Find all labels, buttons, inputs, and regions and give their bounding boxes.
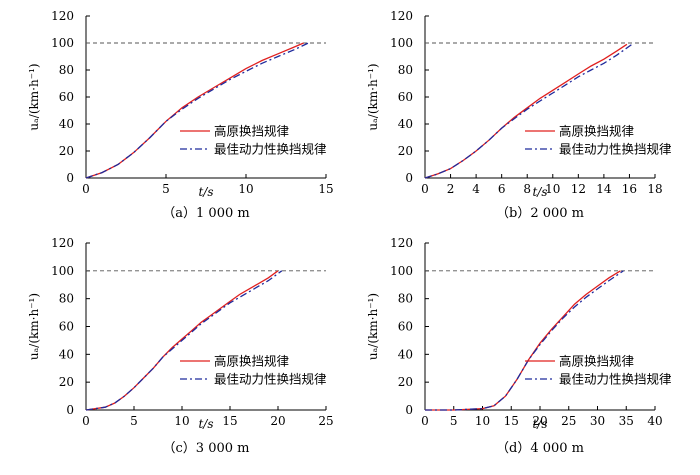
x-axis-label: t/s [532,417,547,431]
x-tick-label: 20 [532,414,547,428]
x-tick-label: 30 [590,414,605,428]
x-tick-label: 18 [647,182,662,196]
y-tick-label: 120 [390,9,413,23]
x-tick-label: 15 [318,182,333,196]
x-tick-label: 15 [504,414,519,428]
y-tick-label: 0 [66,171,74,185]
series-line-gaoyuan [424,43,628,179]
chart-panel-2: 0 2 4 6 8 10 12 14 16 18 0 20 40 60 80 100 120 高原换挡规律最佳动力… [366,9,672,221]
y-tick-label: 100 [390,264,413,278]
legend-label: 最佳动力性换挡规律 [559,142,672,157]
y-tick-label: 80 [59,63,74,77]
x-axis-label: t/s [198,185,213,199]
x-tick-label: 12 [571,182,586,196]
y-tick-label: 20 [398,144,413,158]
x-tick-label: 5 [162,182,170,196]
x-tick-label: 0 [82,414,90,428]
y-tick-label: 60 [59,320,74,334]
series-line-gaoyuan [85,270,279,411]
x-tick-label: 14 [596,182,612,196]
x-tick-label: 10 [174,414,189,428]
x-tick-label: 0 [82,182,90,196]
chart-panel-4: 0 5 10 15 20 25 30 35 40 0 20 40 60 80 100 120 高原换挡规律最佳动… [366,236,672,456]
y-tick-label: 20 [59,144,74,158]
x-tick-label: 40 [647,414,662,428]
panel-caption: （b）2 000 m [496,206,584,221]
series-line-optimal [85,42,309,179]
panel-caption: （d）4 000 m [496,441,584,456]
y-tick-label: 80 [398,292,413,306]
legend-label: 最佳动力性换挡规律 [214,372,327,387]
legend-label: 高原换挡规律 [559,354,634,369]
y-tick-label: 120 [51,9,74,23]
panel-caption: （a）1 000 m [162,206,249,221]
x-tick-label: 0 [421,182,429,196]
y-tick-label: 120 [51,236,74,250]
y-tick-label: 120 [390,236,413,250]
x-tick-label: 4 [472,182,480,196]
y-axis-label: uₐ/(km·h⁻¹) [366,63,380,130]
x-tick-label: 10 [238,182,253,196]
x-tick-label: 10 [475,414,490,428]
series-line-gaoyuan [85,42,304,179]
x-tick-label: 6 [498,182,506,196]
legend-label: 最佳动力性换挡规律 [559,372,672,387]
y-axis-label: uₐ/(km·h⁻¹) [27,293,41,360]
x-tick-label: 16 [622,182,637,196]
y-tick-label: 40 [398,347,413,361]
x-axis-label: t/s [198,417,213,431]
y-tick-label: 20 [59,375,74,389]
legend-label: 高原换挡规律 [559,124,634,139]
x-tick-label: 0 [421,414,429,428]
y-tick-label: 80 [59,292,74,306]
legend-label: 高原换挡规律 [214,354,289,369]
y-axis-label: uₐ/(km·h⁻¹) [27,63,41,130]
y-tick-label: 100 [51,264,74,278]
y-tick-label: 100 [51,36,74,50]
series-line-gaoyuan [425,270,621,411]
y-tick-label: 0 [405,403,413,417]
x-tick-label: 2 [447,182,455,196]
y-tick-label: 60 [59,90,74,104]
y-tick-label: 80 [398,63,413,77]
y-tick-label: 20 [398,375,413,389]
series-line-optimal [425,270,624,411]
y-axis-label: uₐ/(km·h⁻¹) [366,293,380,360]
x-tick-label: 5 [130,414,138,428]
x-tick-label: 25 [561,414,576,428]
x-tick-label: 5 [450,414,458,428]
x-tick-label: 20 [270,414,285,428]
y-tick-label: 60 [398,90,413,104]
y-tick-label: 40 [59,347,74,361]
legend-label: 最佳动力性换挡规律 [214,142,327,157]
y-tick-label: 0 [66,403,74,417]
y-tick-label: 60 [398,320,413,334]
x-axis-label: t/s [532,185,547,199]
y-tick-label: 0 [405,171,413,185]
panel-caption: （c）3 000 m [163,441,250,456]
x-tick-label: 35 [619,414,634,428]
y-tick-label: 40 [398,117,413,131]
chart-panel-3: 0 5 10 15 20 25 0 20 40 60 80 100 120 高原换挡规律最佳动力性换挡规律… [27,236,334,456]
x-tick-label: 15 [222,414,237,428]
y-tick-label: 40 [59,117,74,131]
x-tick-label: 10 [545,182,560,196]
x-tick-label: 8 [523,182,531,196]
y-tick-label: 100 [390,36,413,50]
legend-label: 高原换挡规律 [214,124,289,139]
series-line-optimal [85,270,283,411]
x-tick-label: 25 [318,414,333,428]
series-line-optimal [424,43,633,179]
